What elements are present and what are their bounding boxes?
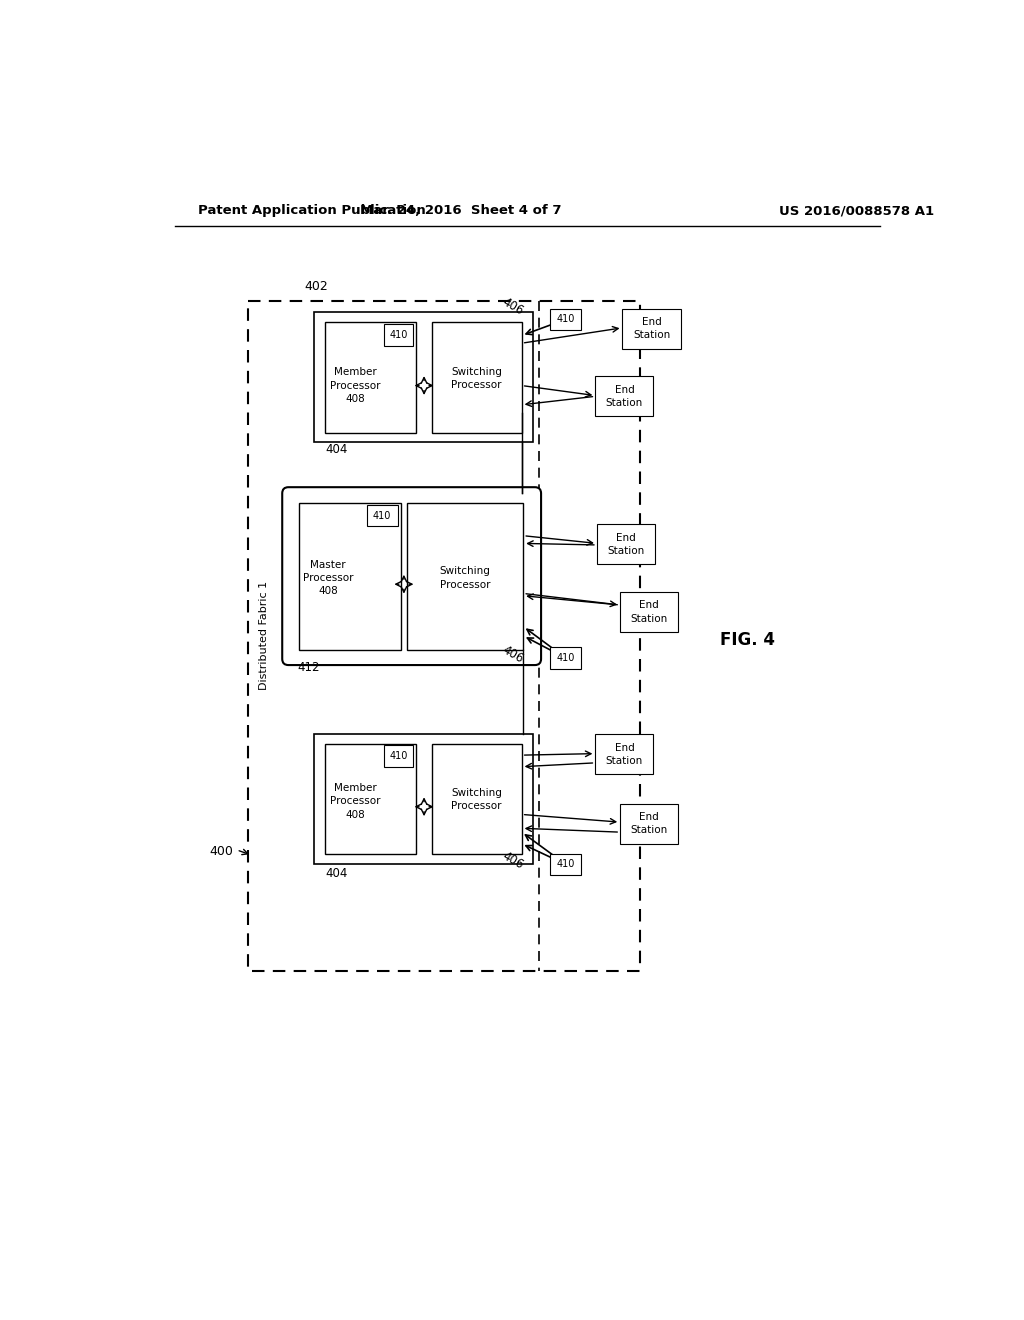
Bar [367,506,397,527]
Text: 402: 402 [305,280,329,293]
Bar [248,301,640,970]
Bar [550,854,582,875]
Text: 404: 404 [326,444,348,457]
Text: 410: 410 [557,314,575,325]
Bar [623,309,681,348]
Text: Member
Processor
408: Member Processor 408 [330,367,380,404]
Bar [314,313,532,442]
Text: Patent Application Publication: Patent Application Publication [198,205,426,218]
Text: Switching
Processor: Switching Processor [452,367,502,391]
Text: 406: 406 [500,296,526,318]
Text: Mar. 24, 2016  Sheet 4 of 7: Mar. 24, 2016 Sheet 4 of 7 [360,205,562,218]
Bar [621,591,678,632]
Bar [595,734,653,775]
Bar [325,743,417,854]
Bar [384,744,414,767]
Text: End
Station: End Station [606,743,643,766]
Text: End
Station: End Station [631,812,668,836]
Text: 404: 404 [326,867,348,880]
Text: 406: 406 [500,849,526,873]
Text: US 2016/0088578 A1: US 2016/0088578 A1 [779,205,934,218]
Bar [550,309,582,330]
Bar [384,323,414,346]
Text: 412: 412 [297,661,319,675]
Text: 410: 410 [557,859,575,870]
Text: End
Station: End Station [606,384,643,408]
Bar [621,804,678,843]
Text: End
Station: End Station [607,532,644,556]
Bar [432,322,521,433]
Text: 410: 410 [373,511,391,520]
Bar [325,322,417,433]
Bar [595,376,653,416]
Text: 410: 410 [557,653,575,663]
Bar [432,743,521,854]
Text: Switching
Processor: Switching Processor [452,788,502,812]
Text: Master
Processor
408: Master Processor 408 [303,560,353,597]
Bar [550,647,582,669]
Bar [407,503,523,649]
Text: End
Station: End Station [633,317,670,341]
Text: End
Station: End Station [631,601,668,623]
Bar [299,503,400,649]
Text: Member
Processor
408: Member Processor 408 [330,783,380,820]
Text: 406: 406 [500,644,526,667]
Text: 400: 400 [209,845,233,858]
Text: FIG. 4: FIG. 4 [721,631,775,648]
Text: Distributed Fabric 1: Distributed Fabric 1 [259,581,268,690]
Text: 410: 410 [389,330,408,339]
FancyBboxPatch shape [283,487,541,665]
Text: Switching
Processor: Switching Processor [439,566,490,590]
Bar [314,734,532,863]
Text: 410: 410 [389,751,408,760]
Bar [597,524,655,564]
